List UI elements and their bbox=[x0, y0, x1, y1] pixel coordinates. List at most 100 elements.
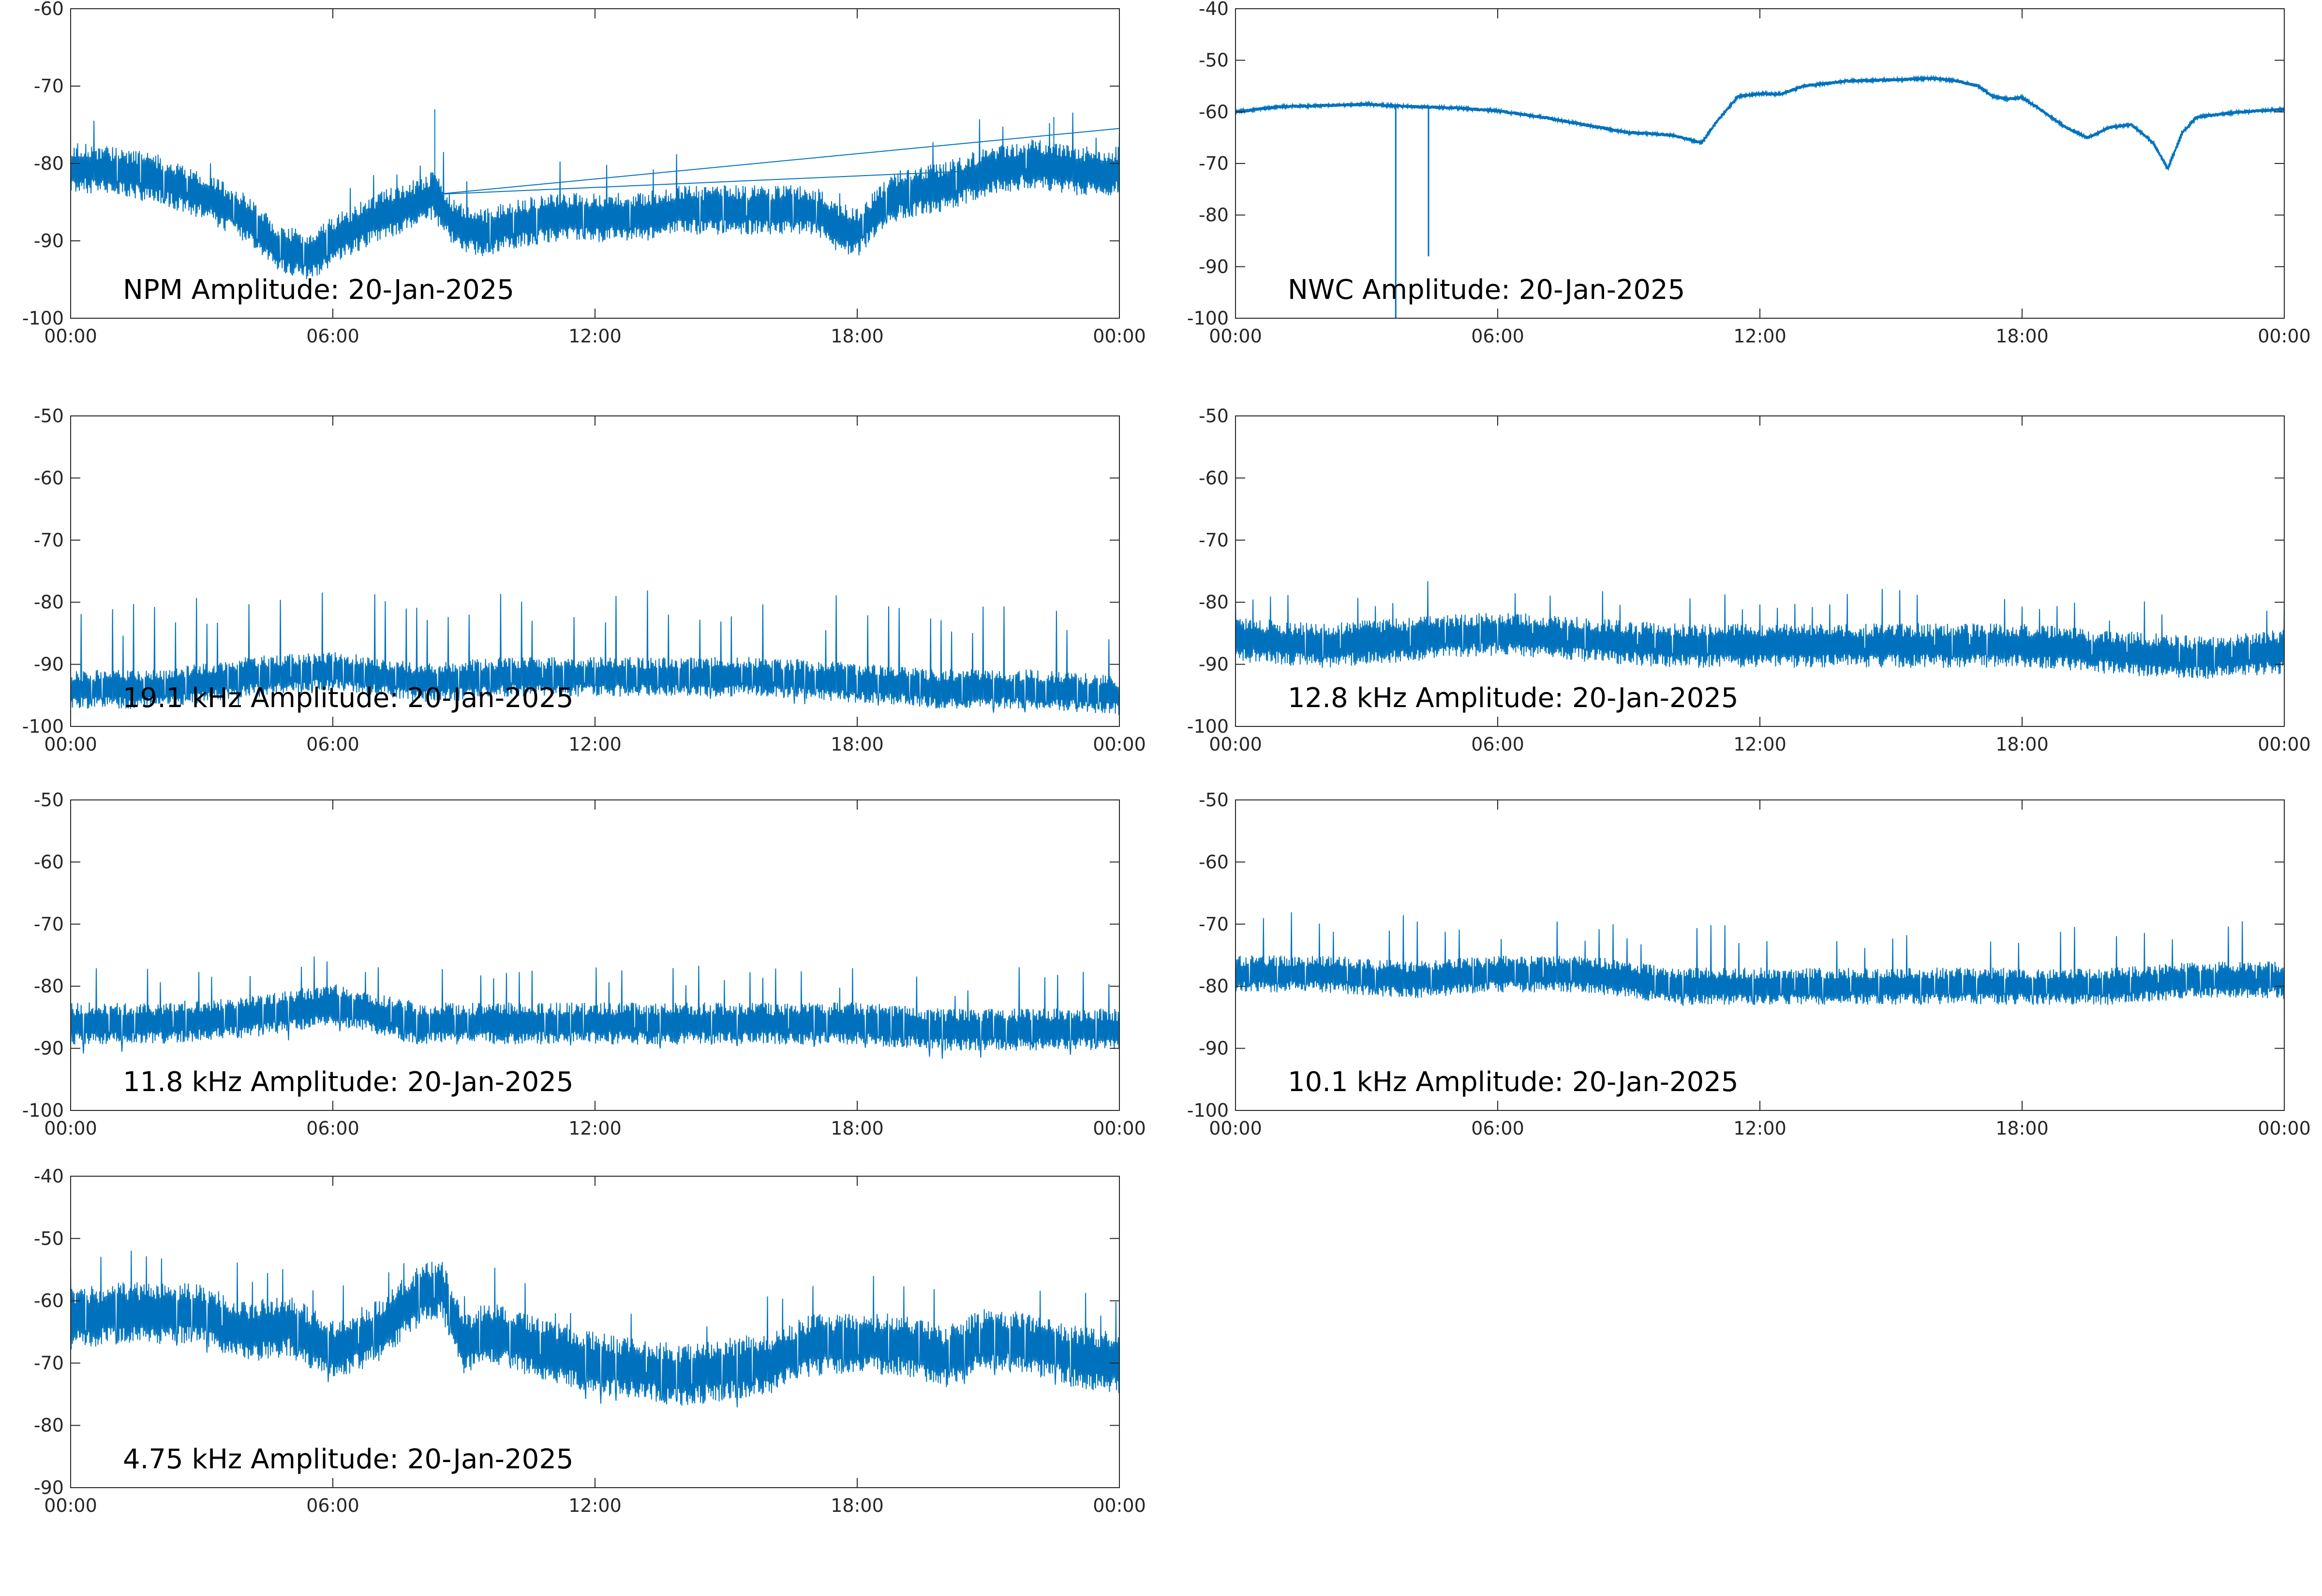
x-tick-label: 00:00 bbox=[44, 734, 97, 755]
x-tick-label: 18:00 bbox=[831, 1495, 884, 1516]
x-tick-label: 06:00 bbox=[1471, 1118, 1524, 1139]
chart-title: NWC Amplitude: 20-Jan-2025 bbox=[1288, 274, 1685, 306]
axes-box bbox=[1235, 799, 2285, 1111]
axes-box bbox=[70, 415, 1120, 727]
chart-panel-1: -100 -90 -80 -70 -60 00:00 06:00 12:00 18:00 00:0… bbox=[22, 0, 1146, 347]
y-tick-label: -40 bbox=[1199, 0, 1229, 19]
y-tick-label: -70 bbox=[34, 530, 64, 551]
series-line bbox=[71, 590, 1119, 715]
x-tick-label: 18:00 bbox=[1995, 325, 2049, 347]
y-tick-label: -80 bbox=[34, 975, 64, 997]
chart-title: 12.8 kHz Amplitude: 20-Jan-2025 bbox=[1288, 682, 1739, 714]
y-tick-label: -60 bbox=[34, 467, 64, 488]
y-tick-label: -70 bbox=[34, 914, 64, 935]
axes-box bbox=[70, 8, 1120, 319]
x-tick-label: 12:00 bbox=[568, 734, 622, 755]
y-tick-label: -60 bbox=[1199, 467, 1229, 488]
x-tick-label: 18:00 bbox=[831, 325, 884, 347]
x-tick-label: 18:00 bbox=[1995, 1118, 2049, 1139]
series-line bbox=[71, 109, 1119, 280]
x-tick-label: 18:00 bbox=[831, 1118, 884, 1139]
x-tick-label: 00:00 bbox=[1209, 325, 1262, 347]
x-tick-label: 00:00 bbox=[44, 1495, 97, 1516]
x-tick-label: 06:00 bbox=[1471, 734, 1524, 755]
x-tick-label: 06:00 bbox=[306, 1495, 359, 1516]
y-tick-label: -80 bbox=[34, 1415, 64, 1436]
series-line bbox=[1235, 74, 2284, 172]
y-tick-label: -60 bbox=[34, 0, 64, 19]
y-tick-label: -70 bbox=[1199, 530, 1229, 551]
y-tick-label: -80 bbox=[1199, 975, 1229, 997]
y-tick-label: -60 bbox=[1199, 101, 1229, 122]
y-tick-label: -60 bbox=[1199, 851, 1229, 872]
axes-box bbox=[1235, 8, 2285, 319]
y-tick-label: -50 bbox=[34, 1228, 64, 1249]
x-tick-label: 00:00 bbox=[2258, 1118, 2311, 1139]
series-line bbox=[71, 956, 1119, 1059]
x-tick-label: 06:00 bbox=[306, 734, 359, 755]
chart-title: 11.8 kHz Amplitude: 20-Jan-2025 bbox=[123, 1066, 574, 1098]
y-tick-label: -50 bbox=[1199, 405, 1229, 427]
x-tick-label: 06:00 bbox=[306, 1118, 359, 1139]
x-tick-label: 06:00 bbox=[1471, 325, 1524, 347]
y-tick-label: -50 bbox=[34, 789, 64, 811]
chart-panel-4: -100 -90 -80 -70 -60 -50 00:00 06:00 12:00 18:00 0… bbox=[1187, 405, 2311, 755]
y-tick-label: -70 bbox=[1199, 914, 1229, 935]
x-tick-label: 00:00 bbox=[1209, 1118, 1262, 1139]
y-tick-label: -90 bbox=[34, 230, 64, 251]
y-tick-label: -50 bbox=[34, 405, 64, 427]
y-tick-label: -80 bbox=[1199, 205, 1229, 226]
chart-panel-5: -100 -90 -80 -70 -60 -50 00:00 06:00 12:00 18:00 0… bbox=[22, 789, 1146, 1139]
y-tick-label: -50 bbox=[1199, 50, 1229, 71]
chart-title: 4.75 kHz Amplitude: 20-Jan-2025 bbox=[123, 1444, 574, 1475]
x-tick-label: 12:00 bbox=[568, 325, 622, 347]
x-tick-label: 00:00 bbox=[1209, 734, 1262, 755]
y-tick-label: -100 bbox=[22, 1100, 64, 1121]
y-tick-label: -100 bbox=[1187, 716, 1229, 737]
y-tick-label: -90 bbox=[34, 1038, 64, 1059]
x-tick-label: 18:00 bbox=[1995, 734, 2049, 755]
x-tick-label: 12:00 bbox=[568, 1495, 622, 1516]
y-tick-label: -90 bbox=[34, 1477, 64, 1498]
y-tick-label: -80 bbox=[34, 153, 64, 174]
chart-panel-6: -100 -90 -80 -70 -60 -50 00:00 06:00 12:00 18:00 0… bbox=[1187, 789, 2311, 1139]
x-tick-label: 12:00 bbox=[1733, 734, 1786, 755]
y-tick-label: -40 bbox=[34, 1166, 64, 1187]
y-tick-label: -80 bbox=[34, 591, 64, 613]
chart-panel-7: -90 -80 -70 -60 -50 -40 00:00 06:00 12:00 18:00 00… bbox=[34, 1166, 1146, 1516]
y-tick-label: -60 bbox=[34, 851, 64, 872]
y-tick-label: -70 bbox=[34, 75, 64, 97]
axes-box bbox=[1235, 415, 2285, 727]
chart-panel-3: -100 -90 -80 -70 -60 -50 00:00 06:00 12:00 18:00 0… bbox=[22, 405, 1146, 755]
y-tick-label: -100 bbox=[22, 308, 64, 329]
series-line bbox=[1235, 912, 2284, 1006]
y-tick-label: -90 bbox=[1199, 1038, 1229, 1059]
y-tick-label: -70 bbox=[34, 1352, 64, 1374]
x-tick-label: 12:00 bbox=[568, 1118, 622, 1139]
chart-panel-2: -100 -90 -80 -70 -60 -50 -40 00:00 06:00 12:00 18:… bbox=[1187, 0, 2311, 347]
y-tick-label: -90 bbox=[1199, 256, 1229, 277]
x-tick-label: 00:00 bbox=[1093, 1118, 1146, 1139]
x-tick-label: 00:00 bbox=[1093, 1495, 1146, 1516]
x-tick-label: 00:00 bbox=[44, 1118, 97, 1139]
x-tick-label: 18:00 bbox=[831, 734, 884, 755]
y-tick-label: -80 bbox=[1199, 591, 1229, 613]
chart-title: 19.1 kHz Amplitude: 20-Jan-2025 bbox=[123, 682, 574, 714]
chart-title: 10.1 kHz Amplitude: 20-Jan-2025 bbox=[1288, 1066, 1739, 1098]
chart-title: NPM Amplitude: 20-Jan-2025 bbox=[123, 274, 514, 306]
x-tick-label: 00:00 bbox=[1093, 325, 1146, 347]
y-tick-label: -100 bbox=[1187, 1100, 1229, 1121]
y-tick-label: -100 bbox=[22, 716, 64, 737]
x-tick-label: 00:00 bbox=[1093, 734, 1146, 755]
axes-box bbox=[70, 799, 1120, 1111]
series-line bbox=[71, 1250, 1119, 1407]
x-tick-label: 00:00 bbox=[2258, 325, 2311, 347]
y-tick-label: -50 bbox=[1199, 789, 1229, 811]
x-tick-label: 12:00 bbox=[1733, 325, 1786, 347]
y-tick-label: -90 bbox=[34, 654, 64, 675]
y-tick-label: -100 bbox=[1187, 308, 1229, 329]
y-tick-label: -60 bbox=[34, 1290, 64, 1312]
x-tick-label: 06:00 bbox=[306, 325, 359, 347]
x-tick-label: 00:00 bbox=[44, 325, 97, 347]
